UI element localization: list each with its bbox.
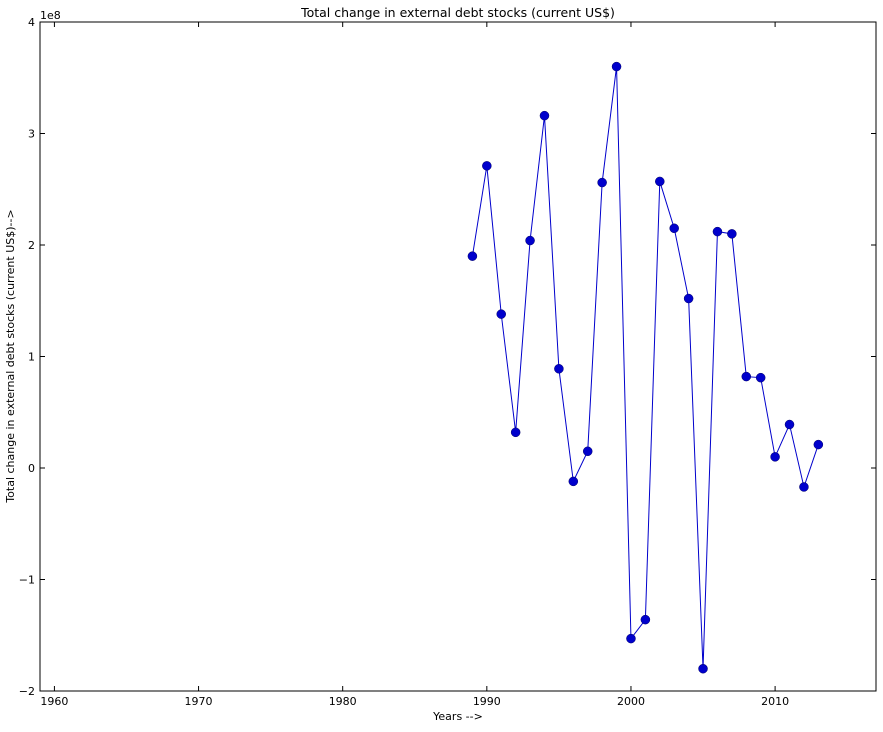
- y-tick-label: 1: [28, 351, 35, 364]
- data-point: [582, 446, 593, 457]
- data-point: [510, 427, 521, 438]
- y-tick-label: 0: [28, 462, 35, 475]
- data-point: [669, 223, 679, 234]
- y-tick-label: −1: [19, 574, 35, 587]
- data-point: [640, 614, 651, 625]
- x-axis-ticks: 1960 1970 1980 1990 2000 2010: [40, 22, 789, 708]
- x-tick-label: 1970: [185, 695, 213, 708]
- series-debt-change: [467, 61, 824, 674]
- data-point: [611, 61, 622, 72]
- data-point: [597, 177, 607, 188]
- y-tick-label: 2: [28, 239, 35, 252]
- data-point: [655, 176, 665, 187]
- data-point: [683, 293, 694, 304]
- data-point: [568, 476, 579, 487]
- y-axis-ticks: −2 −1 0 1 2 3 4: [19, 16, 876, 698]
- data-point: [482, 161, 492, 171]
- plot-area-frame: [39, 21, 877, 692]
- chart-title: Total change in external debt stocks (cu…: [300, 5, 615, 20]
- data-point: [554, 364, 564, 374]
- data-point: [539, 110, 550, 121]
- x-tick-label: 1960: [40, 695, 68, 708]
- data-point: [813, 439, 824, 450]
- data-point: [626, 633, 636, 644]
- x-tick-label: 2000: [617, 695, 645, 708]
- data-point: [741, 371, 752, 382]
- data-point: [467, 251, 478, 261]
- data-point: [770, 452, 780, 462]
- data-point: [698, 663, 708, 674]
- x-tick-label: 2010: [761, 695, 789, 708]
- y-tick-label: 3: [28, 128, 35, 141]
- x-tick-label: 1990: [473, 695, 501, 708]
- data-point: [496, 309, 506, 319]
- data-point: [727, 229, 737, 239]
- y-tick-label: 4: [28, 16, 35, 29]
- data-point: [712, 226, 723, 237]
- x-tick-label: 1980: [329, 695, 357, 708]
- y-axis-exponent-label: 1e8: [40, 9, 61, 22]
- x-axis-label: Years -->: [432, 710, 483, 723]
- y-axis-label: Total change in external debt stocks (cu…: [4, 209, 17, 503]
- data-point: [799, 482, 809, 492]
- data-point: [525, 235, 535, 246]
- y-tick-label: −2: [19, 685, 35, 698]
- data-point: [784, 419, 795, 430]
- data-point: [755, 372, 766, 383]
